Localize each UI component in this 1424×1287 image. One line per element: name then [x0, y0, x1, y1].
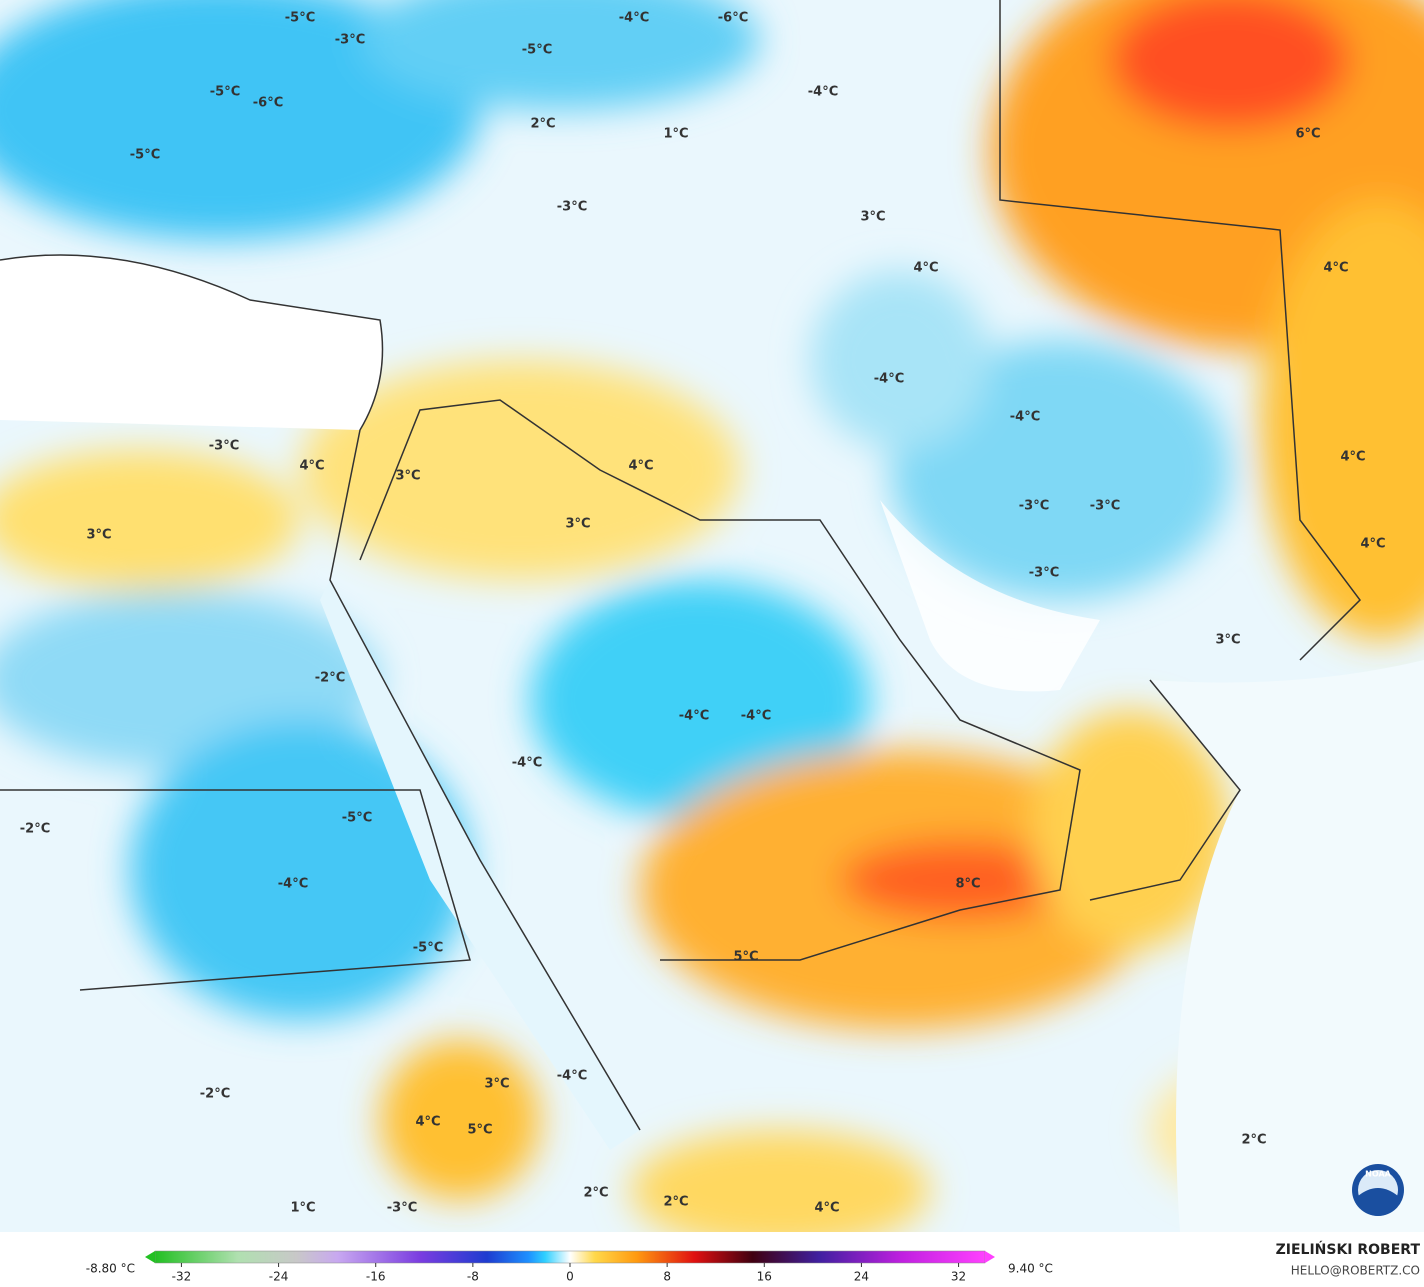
temp-label: 6°C	[1295, 127, 1320, 142]
colorbar-tick-label: 0	[566, 1270, 574, 1284]
temp-label: 8°C	[955, 877, 980, 892]
temp-label: -3°C	[335, 33, 365, 48]
temp-label: 4°C	[415, 1115, 440, 1130]
temp-label: -4°C	[1010, 410, 1040, 425]
temp-label: -3°C	[209, 439, 239, 454]
colorbar: -32 -24 -16 -8 0 8 16 24 32	[145, 1250, 995, 1284]
temp-label: -5°C	[413, 941, 443, 956]
temp-label: -5°C	[522, 43, 552, 58]
temp-label: -2°C	[20, 822, 50, 837]
colorbar-tick-label: -24	[269, 1270, 289, 1284]
temp-label: -4°C	[874, 372, 904, 387]
sea	[880, 500, 1100, 692]
temp-label: -6°C	[253, 96, 283, 111]
temp-label: 1°C	[290, 1201, 315, 1216]
temp-label: 3°C	[1215, 633, 1240, 648]
temp-label: 4°C	[1323, 261, 1348, 276]
temp-label: -5°C	[210, 85, 240, 100]
temp-label: -4°C	[679, 709, 709, 724]
temp-label: -2°C	[200, 1087, 230, 1102]
temp-label: 2°C	[663, 1195, 688, 1210]
temp-label: -3°C	[1090, 499, 1120, 514]
author: ZIELIŃSKI ROBERT	[1276, 1240, 1421, 1258]
temp-label: -5°C	[342, 811, 372, 826]
sea	[1150, 660, 1424, 1232]
max-value: 9.40 °C	[1008, 1262, 1053, 1276]
temp-label: 2°C	[530, 117, 555, 132]
logo-text: NOAA	[1365, 1170, 1391, 1179]
temp-label: 4°C	[1340, 450, 1365, 465]
temp-label: 3°C	[395, 469, 420, 484]
colorbar-tick-label: 16	[757, 1270, 772, 1284]
min-value: -8.80 °C	[86, 1262, 135, 1276]
colorbar-end	[145, 1251, 155, 1263]
sea	[320, 580, 640, 1150]
colorbar-body	[154, 1250, 986, 1264]
colorbar-tick-label: 24	[854, 1270, 869, 1284]
temp-label: -4°C	[741, 709, 771, 724]
temp-label: 3°C	[860, 210, 885, 225]
temp-label: -5°C	[130, 148, 160, 163]
temp-label: -4°C	[557, 1069, 587, 1084]
temp-label: -3°C	[387, 1201, 417, 1216]
temp-label: 5°C	[733, 950, 758, 965]
temp-label: 2°C	[583, 1186, 608, 1201]
colorbar-tick-label: 8	[663, 1270, 671, 1284]
temp-label: 4°C	[814, 1201, 839, 1216]
temp-label: -3°C	[1019, 499, 1049, 514]
temp-label: 3°C	[86, 528, 111, 543]
temperature-labels: -5°C -4°C -6°C -3°C -5°C -5°C -6°C -5°C 2°C 1°C -4…	[20, 11, 1386, 1216]
temp-label: 4°C	[299, 459, 324, 474]
temp-label: -4°C	[512, 756, 542, 771]
colorbar-end	[985, 1251, 995, 1263]
temp-label: 5°C	[467, 1123, 492, 1138]
temp-label: -2°C	[315, 671, 345, 686]
temp-label: -4°C	[808, 85, 838, 100]
temp-label: 4°C	[628, 459, 653, 474]
temp-label: -4°C	[278, 877, 308, 892]
temp-label: -3°C	[557, 200, 587, 215]
temp-label: 4°C	[1360, 537, 1385, 552]
noaa-logo: NOAA	[1352, 1164, 1404, 1216]
temp-label: -4°C	[619, 11, 649, 26]
borders	[0, 0, 1361, 1131]
colorbar-tick-label: -16	[366, 1270, 386, 1284]
temp-label: -5°C	[285, 11, 315, 26]
temp-label: 3°C	[484, 1077, 509, 1092]
temp-label: 3°C	[565, 517, 590, 532]
colorbar-tick-label: -8	[467, 1270, 479, 1284]
sea	[0, 255, 383, 430]
temperature-field	[0, 0, 1424, 1232]
temp-label: 1°C	[663, 127, 688, 142]
temp-label: 2°C	[1241, 1133, 1266, 1148]
temp-label: -3°C	[1029, 566, 1059, 581]
colorbar-tick-label: 32	[951, 1270, 966, 1284]
temp-label: 4°C	[913, 261, 938, 276]
temp-label: -6°C	[718, 11, 748, 26]
email: HELLO@ROBERTZ.CO	[1291, 1264, 1420, 1278]
colorbar-tick-label: -32	[172, 1270, 192, 1284]
